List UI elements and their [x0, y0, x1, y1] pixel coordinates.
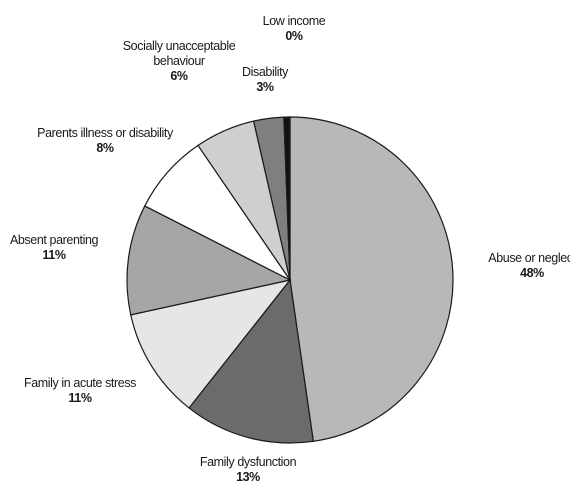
- slice-label-disability: Disability: [242, 65, 289, 79]
- slice-label-low-income: Low income: [263, 14, 326, 28]
- pie-slice-low-income: [283, 116, 291, 281]
- slice-label-family-dysfunction: Family dysfunction: [200, 455, 297, 469]
- slice-value-absent-parenting: 11%: [42, 248, 65, 262]
- pie-slice-family-in-acute-stress: [130, 279, 292, 409]
- pie-slices: [126, 116, 454, 444]
- slice-value-family-in-acute-stress: 11%: [68, 391, 91, 405]
- pie-slice-abuse-or-neglect: [289, 116, 454, 443]
- slice-label-abuse-or-neglect: Abuse or neglect: [488, 251, 570, 265]
- slice-value-family-dysfunction: 13%: [236, 470, 260, 484]
- slice-value-parents-illness-or-disability: 8%: [96, 141, 114, 155]
- slice-label-socially-unacceptable-behaviour-line-2: behaviour: [153, 54, 205, 68]
- slice-value-disability: 3%: [256, 80, 274, 94]
- pie-slice-absent-parenting: [126, 205, 292, 316]
- slice-value-socially-unacceptable-behaviour: 6%: [170, 69, 188, 83]
- slice-label-socially-unacceptable-behaviour-line-1: Socially unacceptable: [123, 39, 236, 53]
- slice-value-low-income: 0%: [285, 29, 303, 43]
- pie-slice-family-dysfunction: [188, 278, 315, 444]
- slice-value-abuse-or-neglect: 48%: [520, 266, 544, 280]
- slice-label-family-in-acute-stress: Family in acute stress: [24, 376, 136, 390]
- slice-label-absent-parenting: Absent parenting: [10, 233, 99, 247]
- slice-label-parents-illness-or-disability: Parents illness or disability: [37, 126, 174, 140]
